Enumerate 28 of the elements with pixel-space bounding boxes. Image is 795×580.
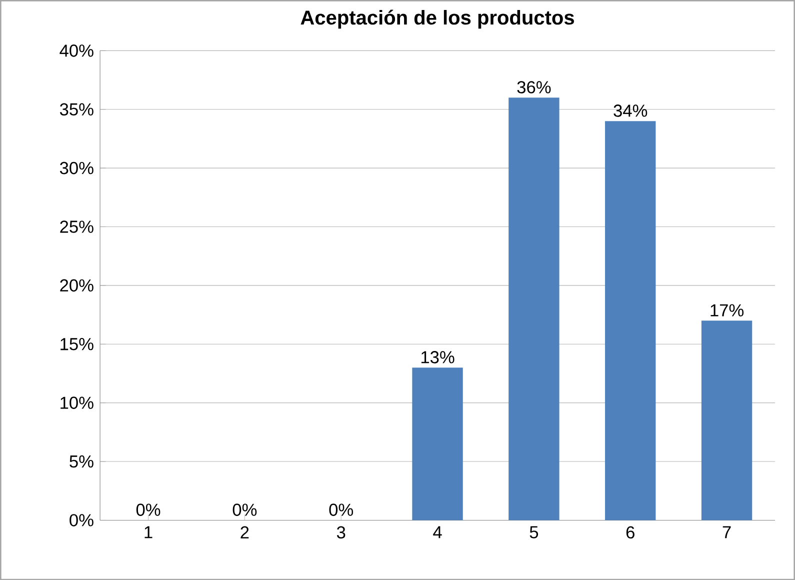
data-label: 0%	[329, 504, 354, 516]
x-tick-label: 4	[433, 526, 442, 538]
data-label: 34%	[614, 104, 648, 117]
data-label: 0%	[232, 504, 257, 516]
x-tick-label: 5	[530, 526, 538, 538]
y-tick-label: 0%	[70, 514, 94, 526]
data-label: 17%	[710, 304, 744, 316]
y-tick-label: 5%	[70, 455, 94, 468]
y-tick-label: 20%	[60, 279, 94, 292]
y-tick-label: 25%	[60, 220, 94, 233]
data-label: 36%	[517, 80, 551, 94]
y-tick-label: 40%	[60, 44, 94, 57]
y-tick-label: 35%	[60, 103, 94, 116]
bar	[605, 121, 656, 520]
x-tick-label: 2	[240, 526, 249, 538]
chart-title: Aceptación de los productos	[300, 10, 574, 29]
bar	[701, 320, 752, 520]
x-tick-label: 1	[144, 526, 152, 538]
data-label: 0%	[136, 504, 160, 516]
x-tick-label: 6	[626, 526, 634, 538]
x-tick-label: 7	[722, 526, 731, 538]
y-tick-label: 15%	[60, 338, 94, 350]
y-tick-label: 10%	[60, 396, 94, 409]
y-tick-label: 30%	[60, 162, 94, 174]
bar	[412, 368, 463, 520]
x-tick-label: 3	[336, 526, 346, 538]
data-label: 13%	[421, 350, 454, 364]
bar	[508, 98, 560, 520]
